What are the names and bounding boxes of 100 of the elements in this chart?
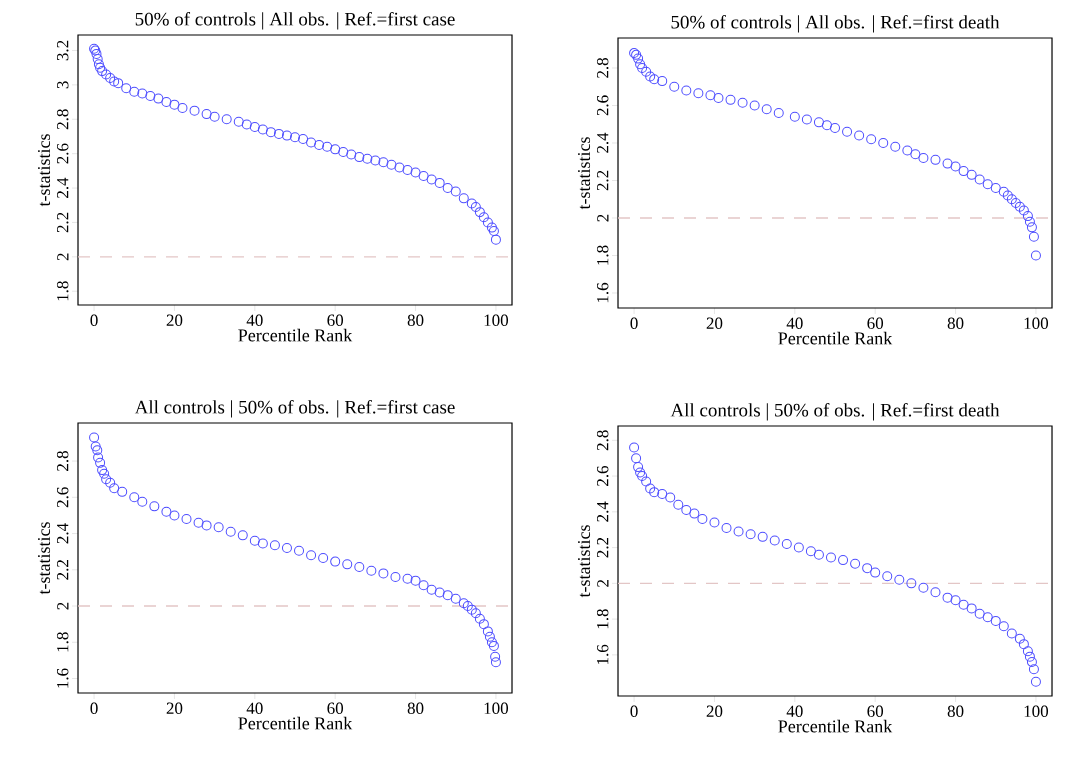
y-tick-label: 2.2 — [596, 170, 609, 191]
point — [1026, 657, 1037, 668]
point — [478, 212, 489, 223]
x-axis-title: Percentile Rank — [238, 328, 353, 342]
point — [950, 595, 961, 606]
y-tick-label: 2 — [57, 253, 69, 261]
point — [137, 496, 148, 507]
x-tick-label: 60 — [867, 317, 884, 330]
y-tick-label: 2.6 — [596, 465, 609, 486]
point — [93, 452, 104, 463]
point — [693, 88, 704, 99]
point — [1022, 211, 1033, 222]
point — [850, 558, 861, 569]
y-tick-label: 3.2 — [56, 40, 69, 61]
point — [482, 217, 493, 228]
x-tick-label: 80 — [407, 702, 424, 715]
point — [870, 567, 881, 578]
point — [109, 76, 120, 87]
point — [105, 477, 116, 488]
chart-title: All controls | 50% of obs. | Ref.=first case — [134, 399, 455, 418]
x-tick-label: 20 — [166, 702, 183, 715]
y-tick-label: 2.8 — [56, 109, 69, 130]
point — [733, 526, 744, 537]
point — [1010, 197, 1021, 208]
point — [95, 457, 106, 468]
y-tick-label: 2.2 — [596, 537, 609, 558]
chart-title: All controls | 50% of obs. | Ref.=first death — [670, 402, 1000, 421]
point — [90, 441, 101, 452]
point — [942, 592, 953, 603]
point — [137, 88, 148, 99]
point — [713, 92, 724, 103]
point — [649, 487, 660, 498]
point — [629, 442, 640, 453]
point — [410, 167, 421, 178]
point — [1030, 676, 1041, 687]
point — [109, 483, 120, 494]
y-tick-label: 2.8 — [56, 451, 69, 471]
y-tick-label: 1.8 — [596, 609, 609, 629]
point — [631, 453, 642, 464]
point — [426, 584, 437, 595]
x-axis-title: Percentile Rank — [238, 716, 353, 730]
x-tick-label: 40 — [786, 705, 803, 718]
point — [721, 522, 732, 533]
point — [233, 116, 244, 127]
point — [637, 471, 648, 482]
point — [1018, 639, 1029, 650]
point — [201, 520, 212, 531]
chart-title: 50% of controls | All obs. | Ref.=first case — [135, 11, 455, 30]
point — [330, 144, 341, 155]
point — [338, 146, 349, 157]
point — [486, 222, 497, 233]
point — [466, 198, 477, 209]
point — [789, 111, 800, 122]
y-axis-title: t-statistics — [577, 137, 591, 210]
point — [330, 556, 341, 567]
point — [998, 186, 1009, 197]
point — [990, 182, 1001, 193]
point — [1002, 190, 1013, 201]
point — [966, 603, 977, 614]
point — [1030, 250, 1041, 261]
point — [866, 134, 877, 145]
point — [458, 598, 469, 609]
point — [213, 522, 224, 533]
point — [649, 74, 660, 85]
point — [488, 226, 499, 237]
point — [725, 94, 736, 105]
point — [1028, 231, 1039, 242]
point — [974, 608, 985, 619]
point — [201, 109, 212, 120]
point — [484, 631, 495, 642]
point — [813, 549, 824, 560]
point — [450, 593, 461, 604]
point — [434, 587, 445, 598]
point — [426, 174, 437, 185]
point — [910, 149, 921, 160]
x-axis-title: Percentile Rank — [778, 331, 893, 345]
y-axis-title: t-statistics — [577, 525, 591, 598]
y-tick-label: 2.2 — [56, 212, 69, 233]
point — [950, 161, 961, 172]
y-tick-label: 1.8 — [596, 245, 609, 265]
point — [249, 535, 260, 546]
point — [402, 164, 413, 175]
y-tick-label: 1.6 — [596, 644, 609, 665]
point — [645, 483, 656, 494]
y-axis-title: t-statistics — [37, 522, 51, 595]
point — [237, 530, 248, 541]
point — [113, 78, 124, 89]
x-tick-label: 0 — [90, 702, 98, 715]
point — [442, 590, 453, 601]
point — [1014, 633, 1025, 644]
point — [161, 97, 172, 108]
point — [641, 66, 652, 77]
point — [189, 105, 200, 116]
point — [169, 99, 180, 110]
point — [257, 538, 268, 549]
point — [982, 179, 993, 190]
y-tick-label: 2.2 — [56, 560, 69, 580]
point — [657, 76, 668, 87]
point — [97, 66, 108, 77]
y-tick-label: 2.6 — [56, 487, 69, 508]
